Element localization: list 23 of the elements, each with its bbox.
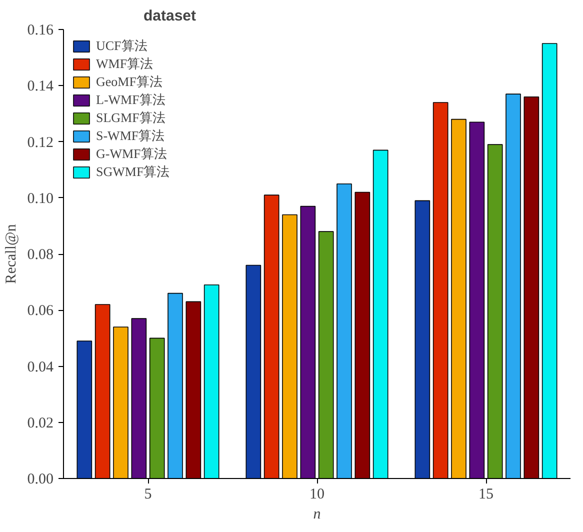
legend-label: G-WMF算法 <box>96 145 167 163</box>
y-tick-label: 0.14 <box>27 78 54 95</box>
legend-label: UCF算法 <box>96 37 148 55</box>
legend-label: S-WMF算法 <box>96 127 165 145</box>
y-tick-label: 0.08 <box>27 247 54 263</box>
x-tick-label: 10 <box>310 486 324 502</box>
x-tick-label: 5 <box>144 486 152 502</box>
legend-label: L-WMF算法 <box>96 91 166 109</box>
legend-label: SLGMF算法 <box>96 109 166 127</box>
y-tick-label: 0.04 <box>27 359 54 376</box>
x-axis-title: n <box>313 506 321 522</box>
legend-label: SGWMF算法 <box>96 163 170 181</box>
y-tick-label: 0.12 <box>27 134 54 151</box>
y-axis-title: Recall@n <box>3 224 20 284</box>
y-tick-label: 0.00 <box>27 472 54 488</box>
legend-label: WMF算法 <box>96 55 154 73</box>
chart-title: dataset <box>144 8 196 24</box>
y-tick-label: 0.06 <box>27 303 54 320</box>
legend-label: GeoMF算法 <box>96 73 162 91</box>
y-tick-label: 0.02 <box>27 415 54 432</box>
y-tick-label: 0.10 <box>27 190 54 207</box>
y-tick-label: 0.16 <box>27 22 54 38</box>
x-tick-label: 15 <box>478 486 494 502</box>
